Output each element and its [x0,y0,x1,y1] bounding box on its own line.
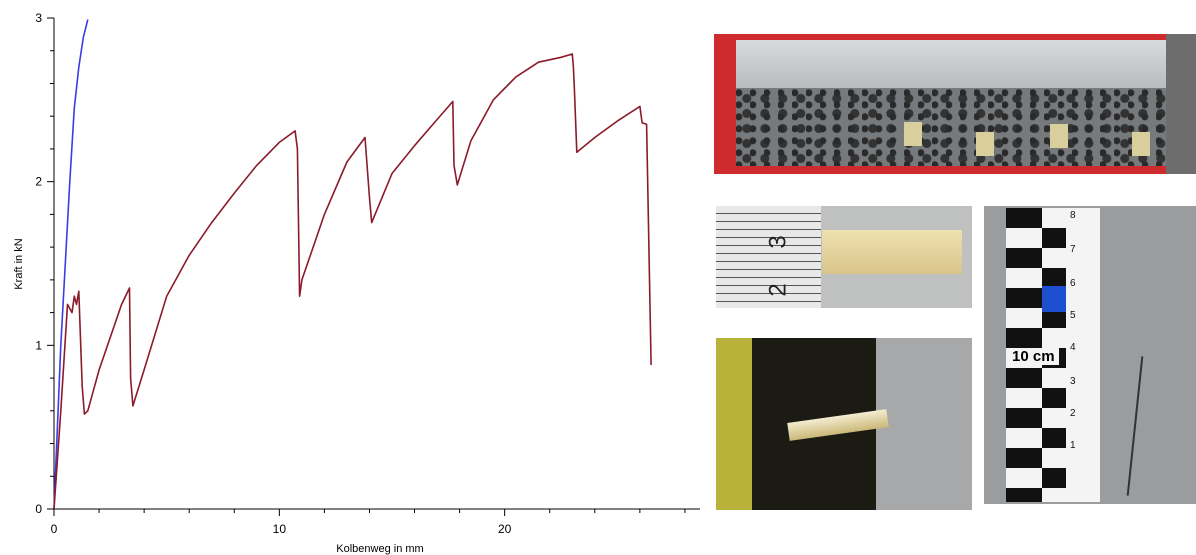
fiber-strip [822,230,962,274]
x-axis-ticks: 0102030 [51,509,686,536]
x-tick-label: 0 [51,522,58,536]
series-line-1 [53,19,89,510]
fracture-concrete [876,338,972,510]
y-tick-label: 0 [35,502,42,516]
photo-foam-panel [714,34,1196,174]
x-axis-title: Kolbenweg in mm [336,543,423,555]
ruler-digit: 3 [764,235,792,249]
scale-number: 8 [1070,210,1076,221]
y-tick-label: 1 [35,338,42,352]
y-tick-label: 2 [35,175,42,189]
fiber-tab [976,132,994,156]
scale-number: 6 [1070,278,1076,289]
ruler-digit: 2 [764,283,792,297]
chart-axes [53,18,700,510]
panel-top-plate [736,40,1176,88]
scale-number: 1 [1070,440,1076,451]
y-axis-title: Kraft in kN [13,238,25,289]
fiber-tab [1132,132,1150,156]
concrete-crack [1126,356,1144,496]
y-axis-ticks: 0 1 2 3 [35,11,54,516]
panel-foam-core [736,88,1176,166]
series-line-2 [53,53,652,510]
x-tick-label: 20 [498,522,512,536]
fiber-tab [904,122,922,146]
panel-background [1166,34,1196,174]
scale-number: 3 [1070,376,1076,387]
photo-scale-crack: 10 cm 8 7 6 5 4 3 2 1 [984,206,1196,504]
fracture-background [716,338,752,510]
photo-fracture-closeup [716,338,972,510]
scale-logo-icon [1042,286,1066,312]
x-tick-label: 10 [273,522,287,536]
chart-series [53,19,652,510]
ruler [716,206,821,308]
fiber-tab [1050,124,1068,148]
scale-number: 7 [1070,244,1076,255]
y-tick-label: 3 [35,11,42,25]
scale-label: 10 cm [1008,348,1059,365]
scale-number: 2 [1070,408,1076,419]
fracture-fiber [787,409,889,441]
photo-ruler-strip: 3 2 [716,206,972,308]
scale-number: 5 [1070,310,1076,321]
scale-number: 4 [1070,342,1076,353]
